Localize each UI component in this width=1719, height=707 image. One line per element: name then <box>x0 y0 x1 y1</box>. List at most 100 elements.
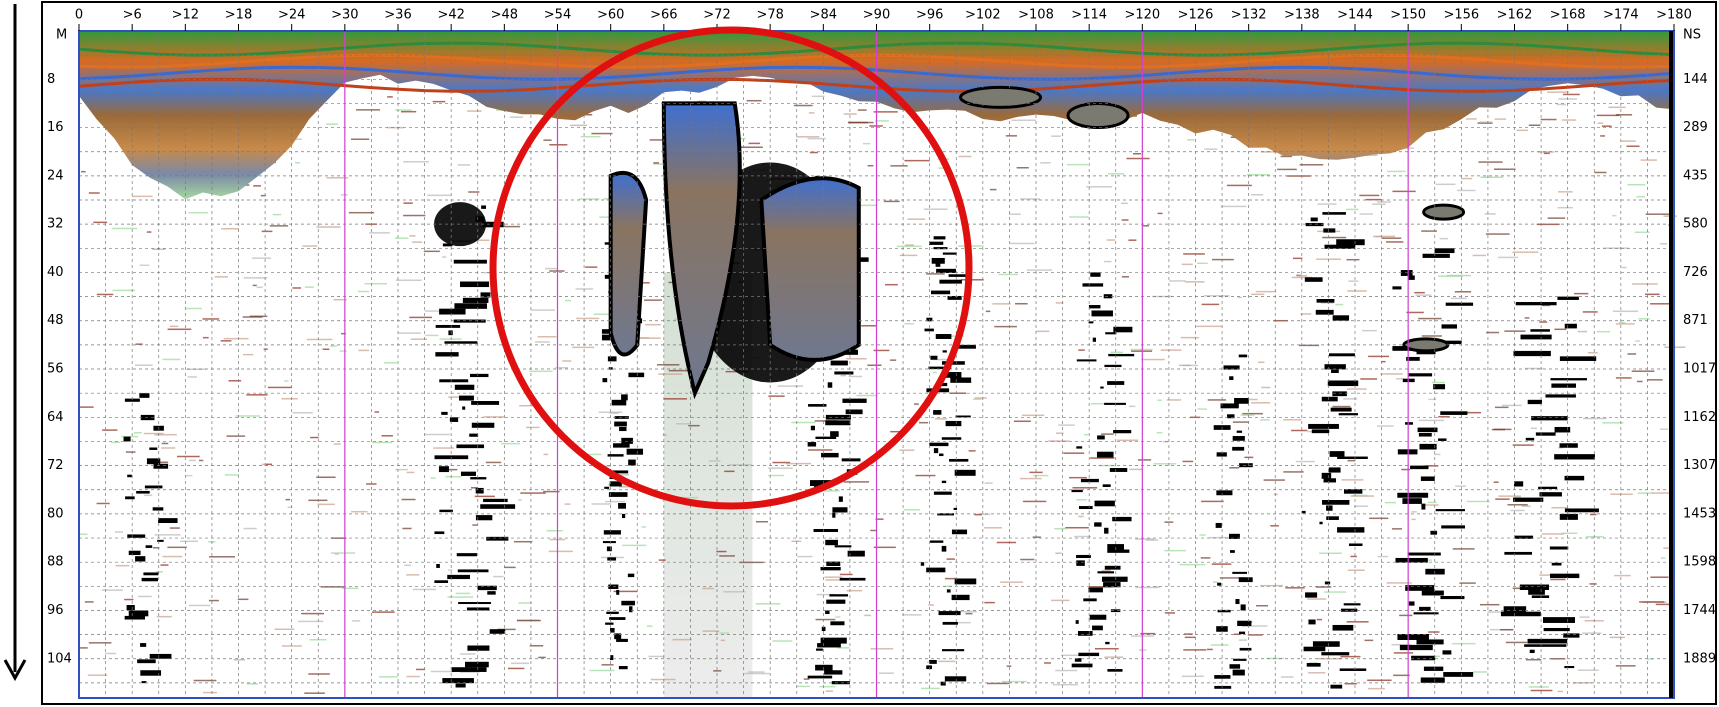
reflection <box>884 201 900 203</box>
reflection <box>1122 219 1129 221</box>
reflection <box>116 565 130 567</box>
reflection <box>530 645 544 647</box>
reflection <box>900 255 918 257</box>
reflection <box>713 670 721 672</box>
reflector <box>824 670 842 674</box>
void <box>761 178 858 360</box>
reflection <box>1461 178 1472 180</box>
reflector <box>1409 601 1415 605</box>
reflector <box>129 610 149 616</box>
reflection <box>945 578 955 580</box>
reflection <box>844 481 869 483</box>
reflector <box>607 557 616 560</box>
reflection <box>1486 233 1510 235</box>
reflection <box>1104 261 1112 263</box>
reflector <box>846 409 863 414</box>
reflector <box>1340 668 1367 671</box>
reflection <box>1256 291 1277 293</box>
reflector <box>1560 514 1578 520</box>
reflection <box>1014 421 1031 423</box>
reflection <box>890 165 907 167</box>
reflection <box>816 619 836 621</box>
top-tick-label: >12 <box>172 8 199 23</box>
reflection <box>351 511 368 513</box>
reflection <box>1513 444 1534 446</box>
reflection <box>221 228 239 230</box>
reflection <box>1199 534 1205 536</box>
reflection <box>1258 362 1264 364</box>
reflection <box>1377 556 1388 558</box>
reflection <box>1598 123 1603 125</box>
reflection <box>1154 463 1177 465</box>
reflection <box>281 398 298 400</box>
reflection <box>658 373 682 375</box>
reflector <box>943 350 947 352</box>
reflection <box>330 345 337 347</box>
reflection <box>1385 502 1396 504</box>
reflector <box>1421 476 1435 480</box>
reflection <box>808 449 832 451</box>
reflection <box>301 613 324 615</box>
reflection <box>756 603 781 605</box>
reflection <box>1455 291 1471 293</box>
reflection <box>791 422 815 424</box>
reflection <box>905 244 914 246</box>
reflection <box>403 215 425 217</box>
right-tick-label: 1307 <box>1683 458 1716 473</box>
reflection <box>458 164 471 166</box>
reflection <box>1366 199 1381 201</box>
reflection <box>1207 649 1213 651</box>
reflector <box>1333 625 1354 631</box>
reflection <box>858 109 867 111</box>
reflection <box>825 579 840 581</box>
reflection <box>642 526 646 528</box>
reflection <box>835 616 840 618</box>
reflection <box>1612 215 1616 217</box>
reflection <box>645 324 661 326</box>
reflector <box>1422 591 1444 596</box>
reflection <box>1298 275 1307 277</box>
reflector <box>459 396 474 401</box>
reflection <box>1241 414 1255 416</box>
top-tick-label: >42 <box>437 8 464 23</box>
reflection <box>518 602 532 604</box>
reflector <box>448 330 452 335</box>
reflection <box>1638 492 1653 494</box>
reflection <box>1242 413 1263 415</box>
reflector <box>1241 604 1246 610</box>
reflection <box>796 136 819 138</box>
reflection <box>1293 258 1302 260</box>
left-tick-label: 16 <box>47 120 64 135</box>
reflector <box>831 361 848 366</box>
reflector <box>1313 641 1340 647</box>
reflection <box>1233 421 1249 423</box>
reflector <box>467 607 489 610</box>
reflection <box>1495 407 1509 409</box>
reflection <box>1637 381 1643 383</box>
reflector <box>1072 490 1083 492</box>
reflector <box>1337 527 1364 532</box>
reflection <box>153 547 159 549</box>
reflection <box>1182 676 1204 678</box>
reflection <box>1169 280 1186 282</box>
reflection <box>716 551 726 553</box>
reflection <box>236 415 261 417</box>
reflector <box>1530 650 1535 653</box>
reflection <box>372 442 392 444</box>
right-tick-label: 144 <box>1683 72 1708 87</box>
reflection <box>1495 498 1509 500</box>
reflection <box>879 672 894 674</box>
right-tick-label: 1453 <box>1683 506 1716 521</box>
reflection <box>1547 91 1569 93</box>
reflector <box>608 356 617 361</box>
reflection <box>846 358 866 360</box>
reflection <box>581 136 601 138</box>
reflection <box>292 287 301 289</box>
reflection <box>1440 238 1448 240</box>
reflection <box>132 196 153 198</box>
reflector <box>471 401 499 405</box>
reflector <box>1329 467 1341 472</box>
reflection <box>1632 370 1655 372</box>
reflection <box>468 191 479 193</box>
reflector <box>135 556 145 561</box>
